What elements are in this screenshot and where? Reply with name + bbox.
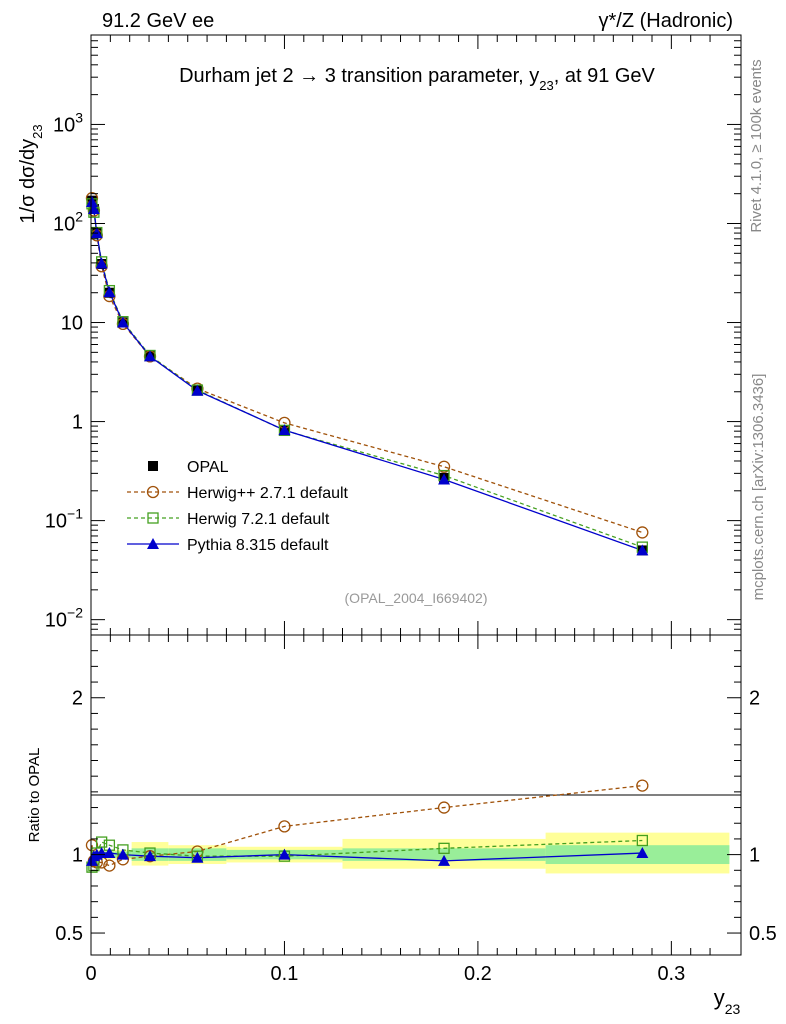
main-point-s3 (636, 544, 649, 556)
ratio-y-tick-label-right: 2 (749, 688, 760, 710)
x-axis-label: y23 (714, 985, 741, 1017)
legend-label-0: OPAL (187, 459, 229, 476)
x-tick-label: 0.3 (657, 963, 685, 985)
ratio-y-tick-label: 2 (72, 688, 83, 710)
main-y-label-pre: 1/σ dσ/dy (17, 139, 39, 224)
ratio-y-axis: 0.5 0.5 1 1 2 2 (55, 650, 777, 945)
ratio-panel: 0.5 0.5 1 1 2 2 0 0.1 0.2 0.3 Ratio to OPAL y23 (26, 634, 777, 1017)
main-panel: 10−2 10−1 1 10 102 103 Durham jet 2 → 3 trans… (17, 34, 742, 636)
main-title-post: , at 91 GeV (554, 65, 656, 87)
main-y-tick-label: 10 (61, 313, 83, 335)
ratio-point-s1 (636, 834, 648, 847)
legend-marker-2 (147, 512, 159, 524)
ratio-point-s0 (278, 820, 291, 833)
ratio-point-s0 (437, 801, 451, 814)
main-y-tick-label: 1 (72, 412, 83, 434)
main-y-tick-label: 10−1 (45, 506, 83, 533)
main-title-pre: Durham jet 2 → 3 transition parameter, y (179, 65, 539, 87)
ratio-y-tick-label: 0.5 (55, 923, 83, 945)
band-inner-9 (342, 848, 546, 861)
main-point-s3 (144, 350, 157, 362)
x-axis: 0 0.1 0.2 0.3 (85, 635, 711, 985)
main-point-s3 (103, 286, 116, 298)
x-tick-label: 0 (85, 963, 96, 985)
ratio-point-s0 (636, 779, 649, 792)
ratio-point-s2 (95, 847, 108, 859)
main-series-lines (91, 198, 643, 552)
ratio-y-tick-label-right: 0.5 (749, 923, 777, 945)
main-title-sub: 23 (539, 78, 553, 93)
x-axis-label-pre: y (714, 985, 725, 1010)
ratio-y-label: Ratio to OPAL (26, 748, 43, 843)
mcplots-label: mcplots.cern.ch [arXiv:1306.3436] (750, 374, 767, 601)
main-y-tick-label: 102 (53, 208, 83, 235)
main-point-s3 (191, 384, 204, 396)
legend-marker-1 (146, 485, 160, 499)
main-y-tick-label: 103 (53, 109, 83, 136)
ratio-frame (90, 634, 742, 956)
header-right: γ*/Z (Hadronic) (599, 10, 733, 32)
x-tick-label: 0.1 (271, 963, 299, 985)
main-y-label-sub: 23 (30, 124, 45, 138)
ratio-point-s1 (95, 836, 108, 848)
ratio-point-s2 (191, 851, 204, 863)
main-point-s3 (95, 257, 108, 269)
ratio-y-tick-label-right: 1 (749, 845, 760, 867)
legend-marker-0 (148, 461, 158, 471)
main-point-s3 (278, 424, 291, 436)
main-title: Durham jet 2 → 3 transition parameter, y… (179, 65, 655, 93)
legend-label-3: Pythia 8.315 default (187, 537, 329, 554)
legend-label-1: Herwig++ 2.7.1 default (187, 485, 349, 502)
main-y-tick-label: 10−2 (45, 605, 83, 632)
ratio-series-line-0 (91, 784, 643, 867)
main-series-markers (85, 192, 649, 556)
main-series-line-1 (91, 198, 643, 534)
watermark: (OPAL_2004_I669402) (345, 590, 488, 606)
legend: OPAL Herwig++ 2.7.1 default Herwig 7.2.1 d… (127, 459, 349, 554)
ratio-point-s2 (438, 854, 451, 866)
header-left: 91.2 GeV ee (102, 10, 214, 32)
ratio-point-s2 (278, 848, 291, 860)
ratio-point-s2 (116, 848, 129, 860)
main-series-line-3 (91, 201, 643, 552)
rivet-label: Rivet 4.1.0, ≥ 100k events (748, 59, 765, 232)
band-inner-10 (545, 845, 730, 865)
main-point-s3 (85, 195, 98, 207)
ratio-y-tick-label: 1 (72, 845, 83, 867)
main-point-s3 (116, 316, 129, 328)
ratio-point-s2 (636, 847, 649, 859)
ratio-point-s1 (438, 842, 450, 854)
ratio-point-s2 (103, 847, 116, 859)
main-point-s1 (437, 460, 451, 473)
main-point-s1 (636, 526, 649, 539)
legend-label-2: Herwig 7.2.1 default (187, 511, 330, 528)
ratio-point-s0 (103, 859, 116, 872)
main-point-s3 (438, 473, 451, 485)
legend-marker-3 (147, 538, 159, 549)
main-y-axis: 10−2 10−1 1 10 102 103 (45, 34, 741, 636)
ratio-point-s2 (144, 850, 157, 862)
x-tick-label: 0.2 (464, 963, 492, 985)
x-axis-label-sub: 23 (725, 1001, 741, 1017)
main-series-line-2 (91, 203, 643, 548)
main-y-label: 1/σ dσ/dy23 (17, 124, 45, 223)
